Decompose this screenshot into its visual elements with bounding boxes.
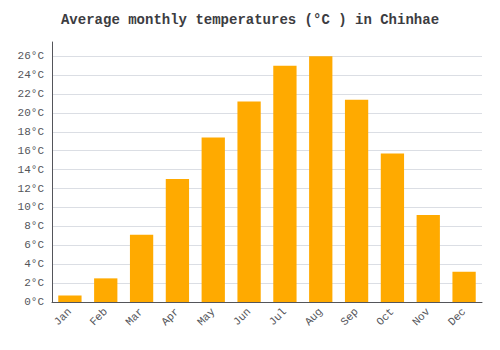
svg-text:Oct: Oct [374, 306, 396, 328]
svg-text:12°C: 12°C [18, 183, 45, 195]
svg-text:22°C: 22°C [18, 88, 45, 100]
svg-text:20°C: 20°C [18, 107, 45, 119]
svg-text:26°C: 26°C [18, 50, 45, 62]
svg-text:Sep: Sep [338, 306, 360, 328]
svg-text:Dec: Dec [446, 306, 468, 328]
svg-text:6°C: 6°C [24, 239, 44, 251]
svg-text:18°C: 18°C [18, 126, 45, 138]
svg-text:24°C: 24°C [18, 69, 45, 81]
svg-text:Jul: Jul [267, 306, 289, 328]
svg-text:Apr: Apr [159, 306, 181, 328]
svg-text:Average monthly temperatures (: Average monthly temperatures (°C ) in Ch… [61, 12, 439, 28]
svg-text:10°C: 10°C [18, 201, 45, 213]
svg-text:Mar: Mar [123, 306, 145, 328]
svg-text:4°C: 4°C [24, 258, 44, 270]
svg-text:8°C: 8°C [24, 220, 44, 232]
svg-text:Jan: Jan [52, 306, 74, 328]
svg-text:Nov: Nov [410, 305, 433, 328]
svg-text:Jun: Jun [231, 306, 253, 328]
svg-text:0°C: 0°C [24, 296, 44, 308]
svg-text:16°C: 16°C [18, 145, 45, 157]
svg-text:2°C: 2°C [24, 277, 44, 289]
svg-text:Feb: Feb [88, 306, 110, 328]
svg-text:May: May [195, 305, 218, 328]
svg-text:14°C: 14°C [18, 164, 45, 176]
svg-text:Aug: Aug [303, 306, 325, 328]
